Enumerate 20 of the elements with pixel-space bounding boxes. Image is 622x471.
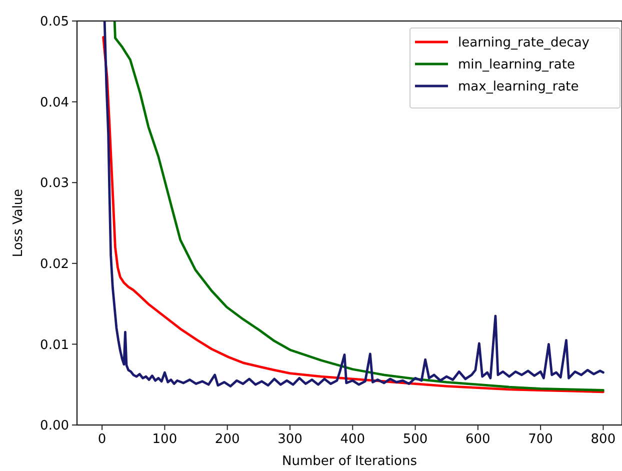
y-tick-label: 0.04: [40, 95, 69, 110]
x-axis-title: Number of Iterations: [282, 454, 418, 469]
y-tick-label: 0.00: [40, 418, 69, 434]
x-tick-label: 0: [98, 432, 106, 447]
x-tick-label: 500: [402, 432, 428, 447]
x-tick-label: 700: [528, 432, 553, 447]
y-axis-title: Loss Value: [11, 188, 26, 258]
y-tick-label: 0.03: [40, 176, 69, 192]
y-tick-label: 0.05: [40, 14, 69, 30]
x-tick-label: 200: [214, 432, 240, 447]
legend-label: max_learning_rate: [458, 80, 579, 95]
x-tick-label: 100: [152, 432, 178, 447]
x-tick-label: 600: [466, 432, 490, 447]
x-tick-label: 800: [590, 432, 616, 447]
x-tick-label: 300: [278, 432, 302, 447]
y-tick-label: 0.02: [40, 256, 69, 272]
legend-label: learning_rate_decay: [458, 36, 590, 51]
x-tick-label: 400: [340, 432, 366, 447]
legend-label: min_learning_rate: [458, 58, 575, 73]
y-tick-label: 0.01: [40, 338, 69, 353]
